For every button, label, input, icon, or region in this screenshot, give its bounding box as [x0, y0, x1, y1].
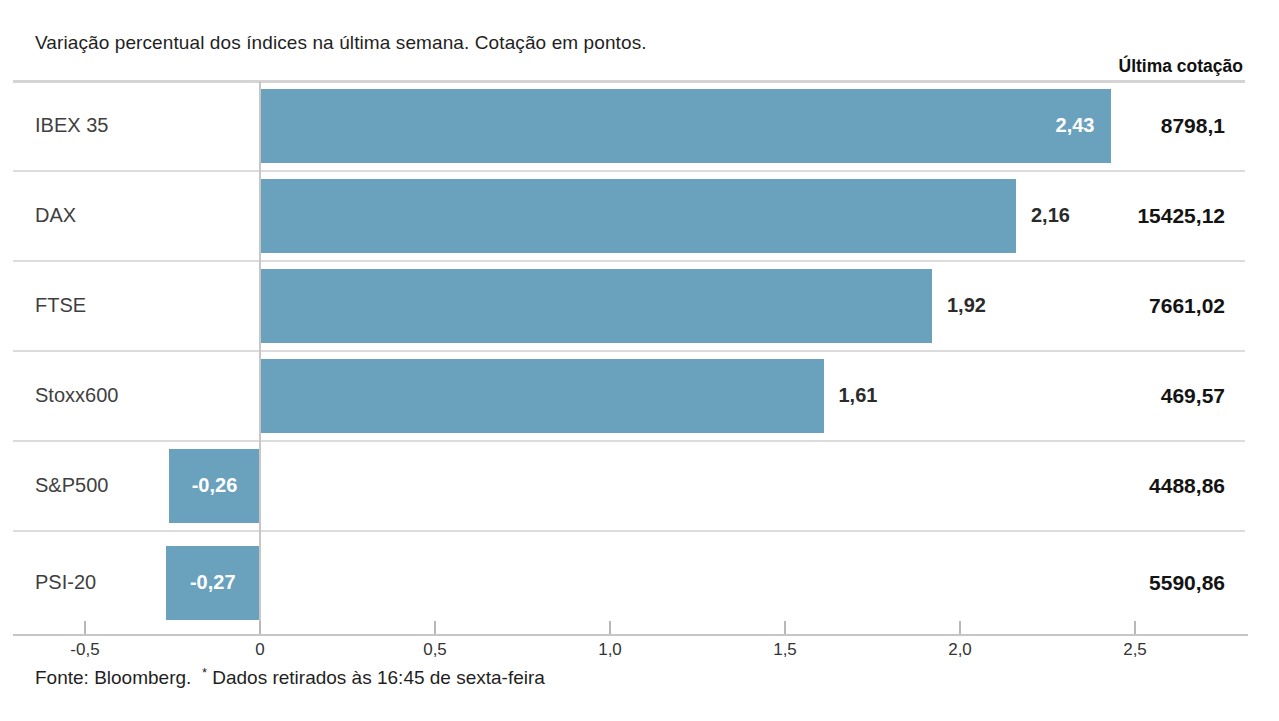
x-axis-tick-label: 0,5: [395, 640, 475, 660]
x-axis-tick-label: -0,5: [45, 640, 125, 660]
x-axis-tick-label: 2,5: [1095, 640, 1175, 660]
x-axis-tick: [784, 621, 786, 634]
header-rule: [13, 80, 1245, 83]
row-label: Stoxx600: [35, 384, 118, 407]
zero-baseline: [259, 81, 261, 634]
x-axis-tick-label: 2,0: [920, 640, 1000, 660]
row-label: S&P500: [35, 474, 108, 497]
x-axis-tick: [84, 621, 86, 634]
bar-value-label: 2,16: [1031, 204, 1070, 227]
row-separator: [13, 170, 1245, 172]
last-quotation-value: 8798,1: [1161, 114, 1225, 138]
news-bar-chart: Variação percentual dos índices na últim…: [0, 0, 1279, 721]
bar-value-label: 1,61: [839, 384, 878, 407]
footnote-text: Dados retirados às 16:45 de sexta-feira: [207, 667, 545, 688]
row-separator: [13, 350, 1245, 352]
x-axis-tick-label: 0: [220, 640, 300, 660]
plot-area: IBEX 35 2,43 8798,1 DAX 2,16 15425,12 FTSE 1,92…: [0, 0, 1279, 721]
bar-value-label: 1,92: [947, 294, 986, 317]
x-axis-tick-label: 1,0: [570, 640, 650, 660]
last-quotation-value: 5590,86: [1149, 571, 1225, 595]
x-axis-tick: [434, 621, 436, 634]
x-axis-tick: [609, 621, 611, 634]
bar: [260, 89, 1111, 163]
source-text: Fonte: Bloomberg.: [35, 667, 191, 688]
x-axis-tick: [959, 621, 961, 634]
row-separator: [13, 440, 1245, 442]
x-axis-line: [13, 634, 1248, 636]
last-quotation-value: 469,57: [1161, 384, 1225, 408]
x-axis-tick-label: 1,5: [745, 640, 825, 660]
x-axis-tick: [1134, 621, 1136, 634]
bar: [260, 179, 1016, 253]
bar: [260, 359, 824, 433]
x-axis-tick: [259, 621, 261, 634]
row-separator: [13, 260, 1245, 262]
row-label: IBEX 35: [35, 114, 108, 137]
row-label: DAX: [35, 204, 76, 227]
bar: [260, 269, 932, 343]
bar-value-label: 2,43: [995, 114, 1095, 137]
last-quotation-value: 7661,02: [1149, 294, 1225, 318]
bar-value-label: -0,26: [169, 474, 260, 497]
last-quotation-value: 15425,12: [1137, 204, 1225, 228]
bar-value-label: -0,27: [166, 571, 261, 594]
row-label: FTSE: [35, 294, 86, 317]
row-label: PSI-20: [35, 571, 96, 594]
row-separator: [13, 530, 1245, 532]
source-note: Fonte: Bloomberg. * Dados retirados às 1…: [35, 665, 545, 689]
last-quotation-value: 4488,86: [1149, 474, 1225, 498]
